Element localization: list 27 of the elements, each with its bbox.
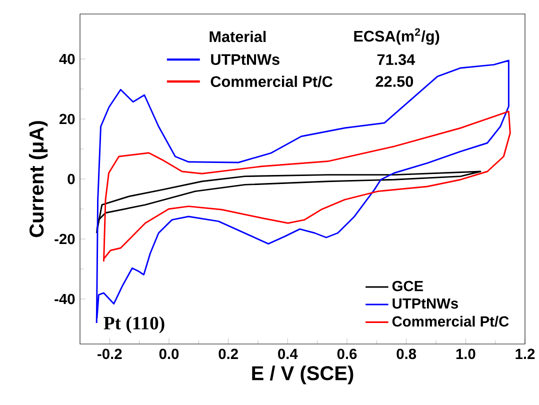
annotation: Commercial Pt/C xyxy=(210,76,332,88)
x-tick-label: 0.0 xyxy=(159,348,179,360)
x-axis-title: E / V (SCE) xyxy=(252,366,354,384)
legend-label: GCE xyxy=(392,280,423,292)
annotation: 71.34 xyxy=(377,54,416,66)
x-tick-label: 0.6 xyxy=(337,348,357,360)
x-tick-label: 1.0 xyxy=(456,348,476,360)
line-series xyxy=(103,110,511,262)
annotation: UTPtNWs xyxy=(211,54,280,65)
line-series xyxy=(96,170,482,234)
x-tick-label: 0.8 xyxy=(396,348,416,360)
y-tick-label: -40 xyxy=(54,294,75,304)
annotation: Material xyxy=(210,30,266,42)
x-tick-label: 0.4 xyxy=(278,348,298,360)
y-axis-title: Current (μA) xyxy=(28,121,48,238)
annotation: Pt (110) xyxy=(104,316,164,334)
x-tick-label: 1.2 xyxy=(516,348,535,359)
y-tick-label: 0 xyxy=(68,174,75,184)
y-tick-label: -20 xyxy=(54,234,75,244)
annotation: ECSA(m$^{2}$/g) xyxy=(354,28,440,45)
annotation: 22.50 xyxy=(376,76,414,87)
x-tick-label: -0.2 xyxy=(98,348,122,360)
x-tick-label: 0.2 xyxy=(218,348,238,360)
y-tick-label: 20 xyxy=(59,114,75,124)
legend-label: UTPtNWs xyxy=(392,298,458,309)
legend-label: Commercial Pt/C xyxy=(392,316,509,327)
y-tick-label: 40 xyxy=(59,54,75,64)
